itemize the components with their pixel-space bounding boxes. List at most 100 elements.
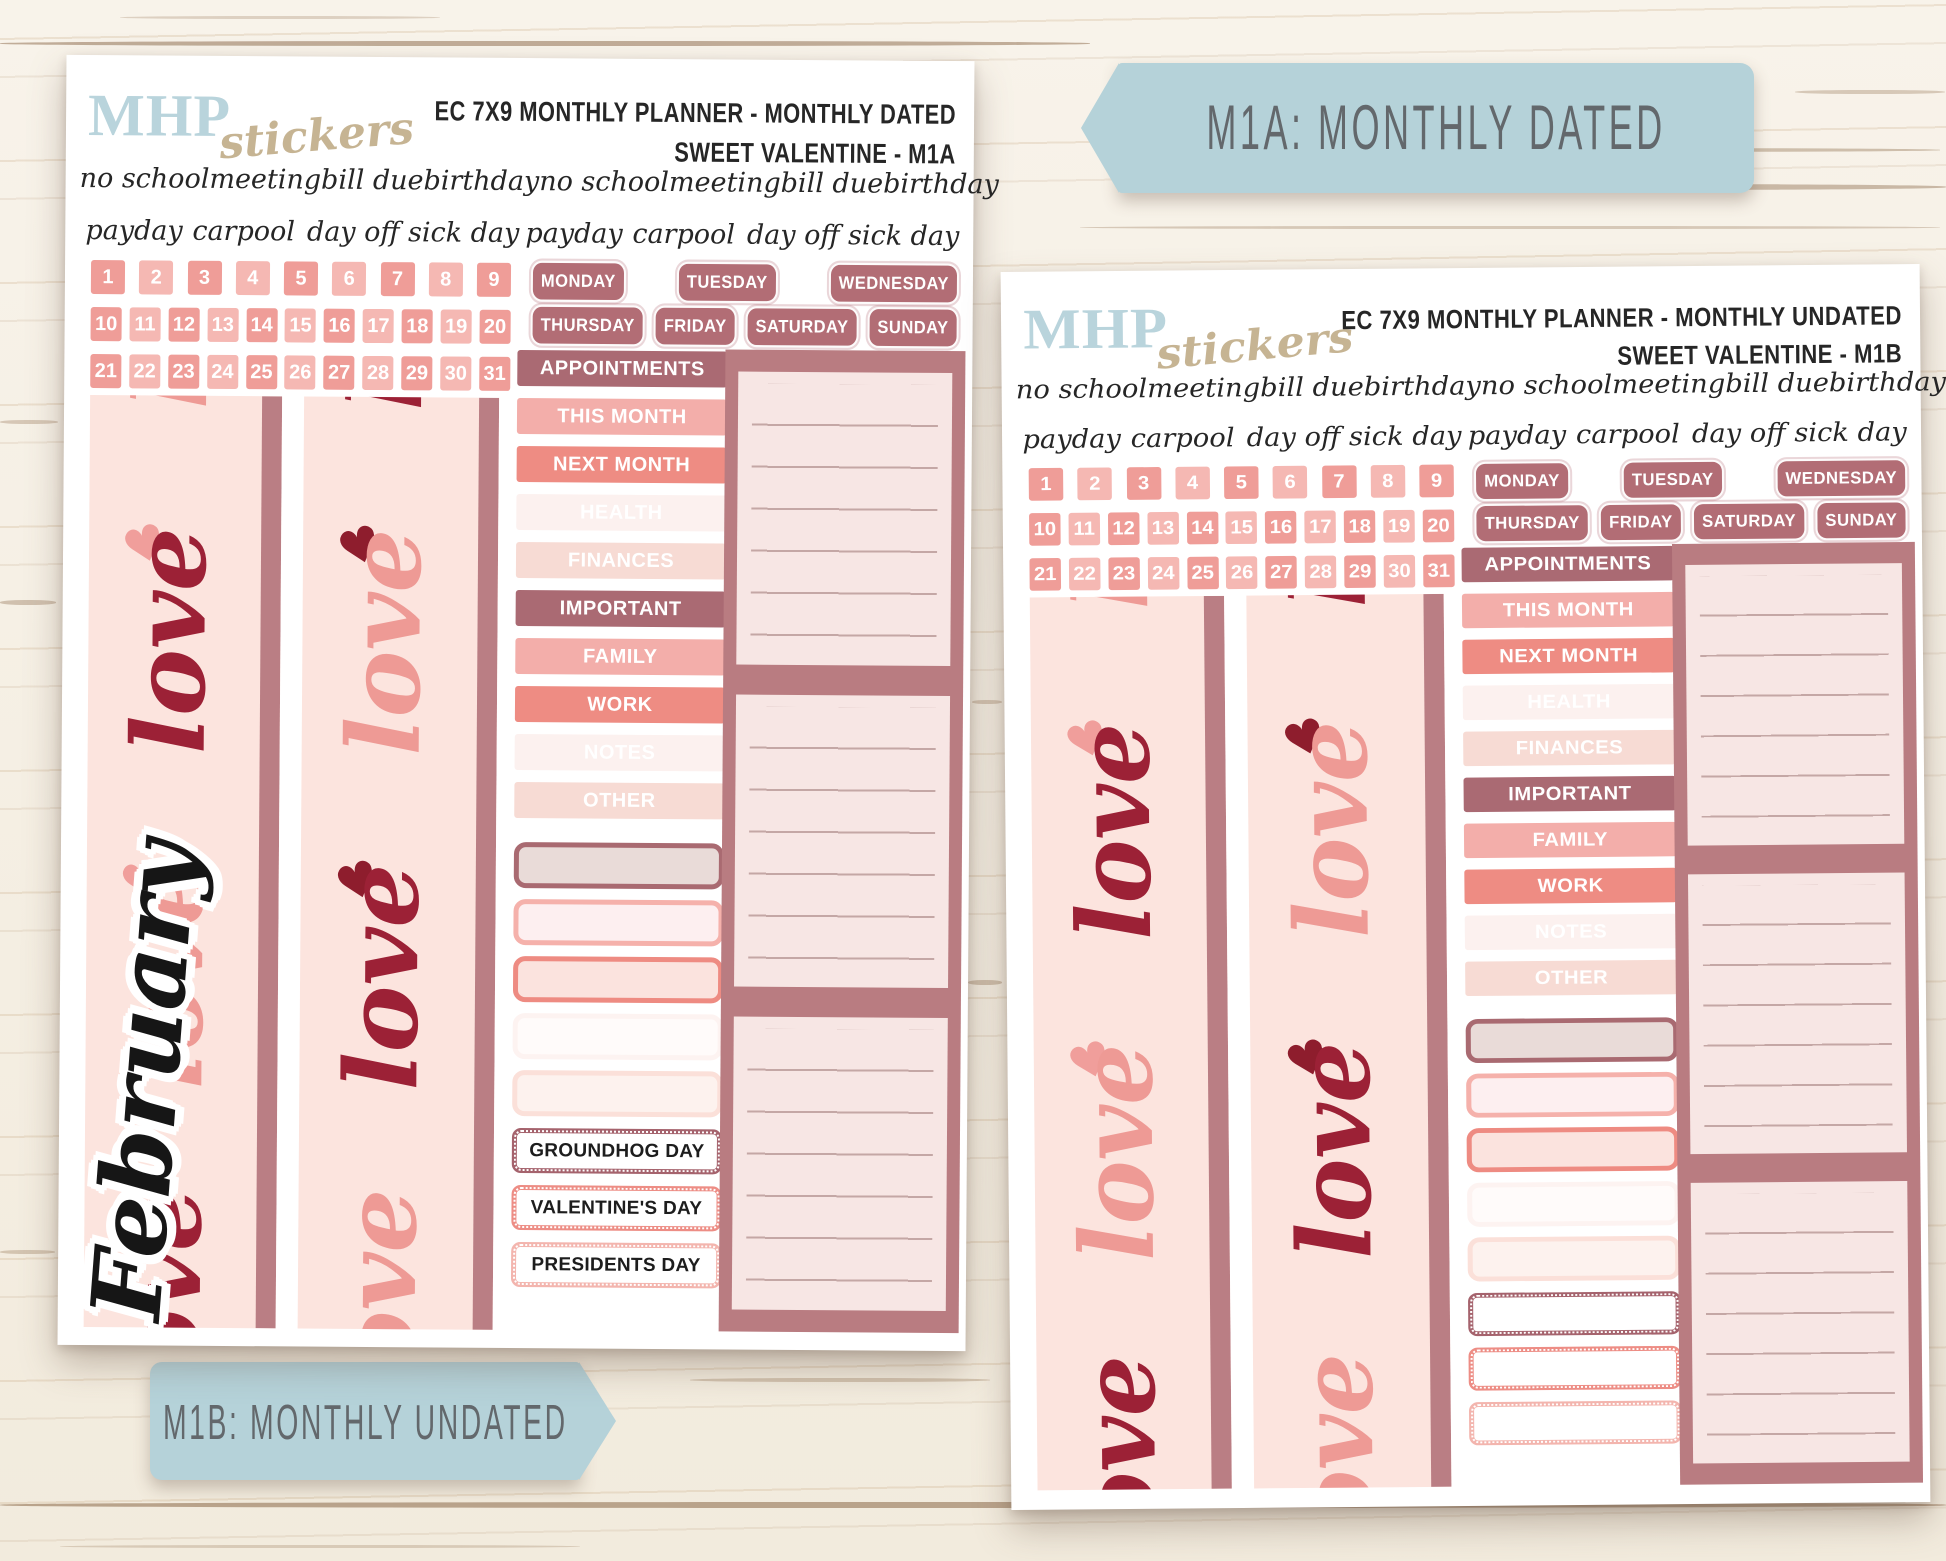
- holiday-sticker: GROUNDHOG DAY: [511, 1127, 723, 1175]
- date-sticker: 26: [1226, 556, 1258, 590]
- date-sticker: 4: [235, 261, 270, 296]
- script-word-sticker: payday: [85, 214, 183, 247]
- date-stickers-21-31: 21 22 23 24 25 26 27 28 29 30 31: [90, 354, 511, 391]
- lined-note-box: [1690, 1181, 1910, 1464]
- script-word-sticker: day off: [306, 216, 400, 248]
- blank-box-sticker: [1467, 1235, 1681, 1282]
- script-word-stickers-row1: no school meeting bill due birthday no schoo…: [1016, 360, 1946, 412]
- date-sticker: 17: [1304, 510, 1337, 544]
- script-word-sticker: payday: [1467, 419, 1567, 451]
- blank-holiday-sticker: [1468, 1400, 1682, 1446]
- love-script-decor: love: [1052, 722, 1175, 941]
- date-sticker: 20: [1422, 509, 1455, 543]
- lined-note-box: [736, 371, 953, 666]
- section-label-sticker: THIS MONTH: [516, 398, 728, 436]
- weekday-sticker: SUNDAY: [1817, 502, 1906, 539]
- date-stickers-21-31: 21 22 23 24 25 26 27 28 29 30 31: [1029, 554, 1455, 591]
- banner-top-label: M1A: MONTHLY DATED: [1206, 92, 1666, 163]
- script-word-sticker: day off: [1691, 417, 1786, 449]
- love-script-decor: love: [326, 397, 448, 418]
- weekday-stickers-row2: THURSDAY FRIDAY SATURDAY SUNDAY: [1476, 501, 1906, 543]
- section-label-sticker: IMPORTANT: [515, 589, 726, 628]
- blank-box-sticker: [513, 841, 725, 890]
- date-sticker: 2: [139, 260, 174, 295]
- weekday-sticker: TUESDAY: [1623, 462, 1722, 498]
- date-sticker: 26: [284, 355, 316, 390]
- date-stickers-10-20: 10 11 12 13 14 15 16 17 18 19 20: [90, 307, 511, 344]
- weekday-sticker: SATURDAY: [747, 308, 857, 346]
- section-label-sticker: OTHER: [514, 781, 725, 820]
- wood-streak: [0, 420, 58, 424]
- wood-streak: [968, 980, 1002, 985]
- section-label-sticker: HEALTH: [516, 493, 727, 532]
- lined-note-box: [1687, 872, 1907, 1155]
- script-word-sticker: sick day: [407, 216, 520, 249]
- date-sticker: 16: [1265, 510, 1297, 544]
- date-sticker: 2: [1077, 467, 1113, 501]
- section-label-stickers: APPOINTMENTS THIS MONTH NEXT MONTH HEALTH FI…: [514, 350, 728, 820]
- weekday-sticker: WEDNESDAY: [830, 265, 958, 303]
- date-sticker: 28: [1304, 555, 1337, 589]
- date-sticker: 14: [1186, 511, 1219, 545]
- blank-box-sticker: [1466, 1071, 1679, 1118]
- love-script-decor: love: [324, 528, 445, 756]
- section-label-sticker: NEXT MONTH: [1462, 637, 1676, 675]
- script-word-sticker: day off: [746, 219, 840, 251]
- wood-streak: [1795, 90, 1945, 94]
- blank-holiday-stickers: [1467, 1291, 1682, 1446]
- date-sticker: 19: [440, 309, 472, 344]
- wood-streak: [0, 1250, 55, 1254]
- script-word-sticker: sick day: [1794, 416, 1907, 448]
- banner-monthly-dated: M1A: MONTHLY DATED: [1081, 63, 1754, 193]
- sheet-m1b-content: MHP stickers EC 7X9 MONTHLY PLANNER - MO…: [1001, 264, 1946, 1508]
- date-sticker: 18: [401, 309, 433, 344]
- blank-box-sticker: [1466, 1126, 1680, 1173]
- date-sticker: 12: [168, 307, 200, 342]
- holiday-sticker: VALENTINE'S DAY: [511, 1184, 722, 1232]
- date-sticker: 13: [207, 307, 239, 343]
- blank-box-sticker: [1465, 1017, 1679, 1064]
- script-word-stickers-row1: no school meeting bill due birthday no schoo…: [79, 155, 999, 207]
- lined-notes-panel: [718, 349, 966, 1334]
- section-label-sticker: FAMILY: [515, 637, 726, 676]
- script-word-sticker: birthday: [883, 168, 999, 200]
- script-word-sticker: carpool: [192, 215, 296, 247]
- wood-streak: [972, 700, 1002, 704]
- date-stickers-10-20: 10 11 12 13 14 15 16 17 18 19 20: [1029, 509, 1455, 546]
- script-word-sticker: bill due: [1260, 371, 1364, 403]
- sticker-sheet-m1b: MHP stickers EC 7X9 MONTHLY PLANNER - MO…: [1000, 264, 1946, 1510]
- holiday-sticker-label: GROUNDHOG DAY: [529, 1139, 705, 1162]
- section-label-sticker: THIS MONTH: [1461, 591, 1675, 629]
- date-sticker: 23: [1108, 557, 1140, 591]
- date-sticker: 3: [187, 260, 222, 295]
- sticker-sheet-m1a: MHP stickers EC 7X9 MONTHLY PLANNER - MO…: [57, 54, 999, 1352]
- weekday-sticker: THURSDAY: [532, 307, 643, 344]
- date-sticker: 9: [1419, 464, 1454, 498]
- date-sticker: 20: [479, 309, 511, 344]
- script-word-sticker: bill due: [1725, 367, 1830, 399]
- date-sticker: 9: [476, 262, 512, 297]
- date-sticker: 22: [129, 354, 161, 389]
- weekday-sticker: FRIDAY: [655, 307, 735, 345]
- script-word-stickers-row2: payday carpool day off sick day payday carpoo…: [1016, 410, 1907, 462]
- section-label-sticker: APPOINTMENTS: [517, 350, 728, 388]
- weekday-sticker: WEDNESDAY: [1777, 460, 1906, 497]
- love-script-decor: love: [1058, 1354, 1180, 1491]
- script-word-sticker: bill due: [321, 164, 424, 196]
- section-label-sticker: FINANCES: [515, 541, 727, 580]
- holiday-sticker: PRESIDENTS DAY: [510, 1241, 722, 1289]
- wood-plank-line: [0, 1502, 1946, 1508]
- date-sticker: 13: [1147, 511, 1179, 545]
- script-word-sticker: no school: [1480, 369, 1613, 401]
- script-word-sticker: birthday: [1363, 370, 1482, 402]
- section-label-sticker: FINANCES: [1463, 729, 1676, 767]
- sheet-m1a-content: MHP stickers EC 7X9 MONTHLY PLANNER - MO…: [58, 55, 999, 1351]
- script-word-sticker: meeting: [1612, 368, 1726, 400]
- weekday-sticker: SATURDAY: [1693, 503, 1805, 540]
- section-label-sticker: NEXT MONTH: [516, 445, 727, 484]
- date-sticker: 25: [1186, 556, 1219, 590]
- section-label-sticker: HEALTH: [1462, 683, 1676, 721]
- weekday-stickers-row1: MONDAY TUESDAY WEDNESDAY: [532, 262, 958, 303]
- lined-notes-panel: [1671, 541, 1924, 1485]
